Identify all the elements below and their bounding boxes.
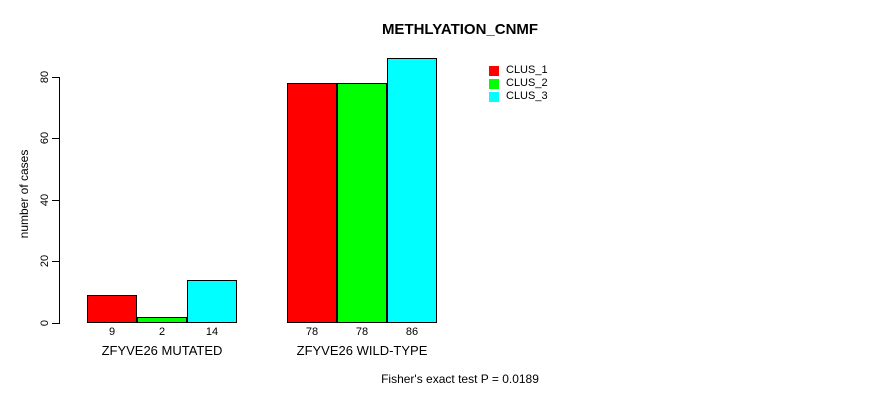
- legend-label-clus-1: CLUS_1: [506, 64, 548, 76]
- bar-value-label-clus-3-zfyve26-wild-type: 86: [405, 326, 419, 338]
- legend-item-clus-3: CLUS_3: [489, 90, 548, 103]
- y-axis-tick-label: 0: [39, 319, 51, 327]
- bar-value-label-clus-1-zfyve26-mutated: 9: [108, 326, 116, 338]
- y-axis-label: number of cases: [17, 149, 31, 239]
- chart-title: METHLYATION_CNMF: [381, 21, 539, 38]
- y-axis-tick: [52, 261, 59, 262]
- bar-value-label-clus-1-zfyve26-wild-type: 78: [305, 326, 319, 338]
- y-axis-tick: [52, 200, 59, 201]
- bar-clus-3-zfyve26-mutated: [187, 280, 237, 323]
- y-axis-tick-label: 60: [39, 131, 51, 145]
- legend-item-clus-1: CLUS_1: [489, 64, 548, 77]
- bar-clus-2-zfyve26-wild-type: [337, 83, 387, 323]
- legend-swatch-clus-1: [489, 65, 499, 76]
- y-axis-tick-label: 80: [39, 70, 51, 84]
- legend-item-clus-2: CLUS_2: [489, 77, 548, 90]
- bar-value-label-clus-3-zfyve26-mutated: 14: [205, 326, 219, 338]
- legend-swatch-clus-2: [489, 78, 499, 89]
- bar-clus-3-zfyve26-wild-type: [387, 58, 437, 323]
- y-axis-tick: [52, 77, 59, 78]
- y-axis-tick: [52, 323, 59, 324]
- y-axis-tick-label: 20: [39, 254, 51, 268]
- legend-label-clus-3: CLUS_3: [506, 90, 548, 102]
- bar-value-label-clus-2-zfyve26-mutated: 2: [158, 326, 166, 338]
- y-axis-tick-label: 40: [39, 193, 51, 207]
- bar-value-label-clus-2-zfyve26-wild-type: 78: [355, 326, 369, 338]
- legend-label-clus-2: CLUS_2: [506, 77, 548, 89]
- y-axis-line: [59, 77, 60, 324]
- category-label-zfyve26-mutated: ZFYVE26 MUTATED: [101, 343, 223, 358]
- category-label-zfyve26-wild-type: ZFYVE26 WILD-TYPE: [296, 343, 428, 358]
- bar-clus-2-zfyve26-mutated: [137, 317, 187, 323]
- y-axis-tick: [52, 138, 59, 139]
- bar-clus-1-zfyve26-wild-type: [287, 83, 337, 323]
- legend: CLUS_1 CLUS_2 CLUS_3: [489, 64, 548, 103]
- bar-clus-1-zfyve26-mutated: [87, 295, 137, 323]
- pvalue-annotation: Fisher's exact test P = 0.0189: [381, 372, 539, 386]
- legend-swatch-clus-3: [489, 91, 499, 102]
